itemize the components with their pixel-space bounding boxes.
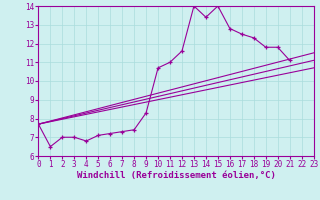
- X-axis label: Windchill (Refroidissement éolien,°C): Windchill (Refroidissement éolien,°C): [76, 171, 276, 180]
